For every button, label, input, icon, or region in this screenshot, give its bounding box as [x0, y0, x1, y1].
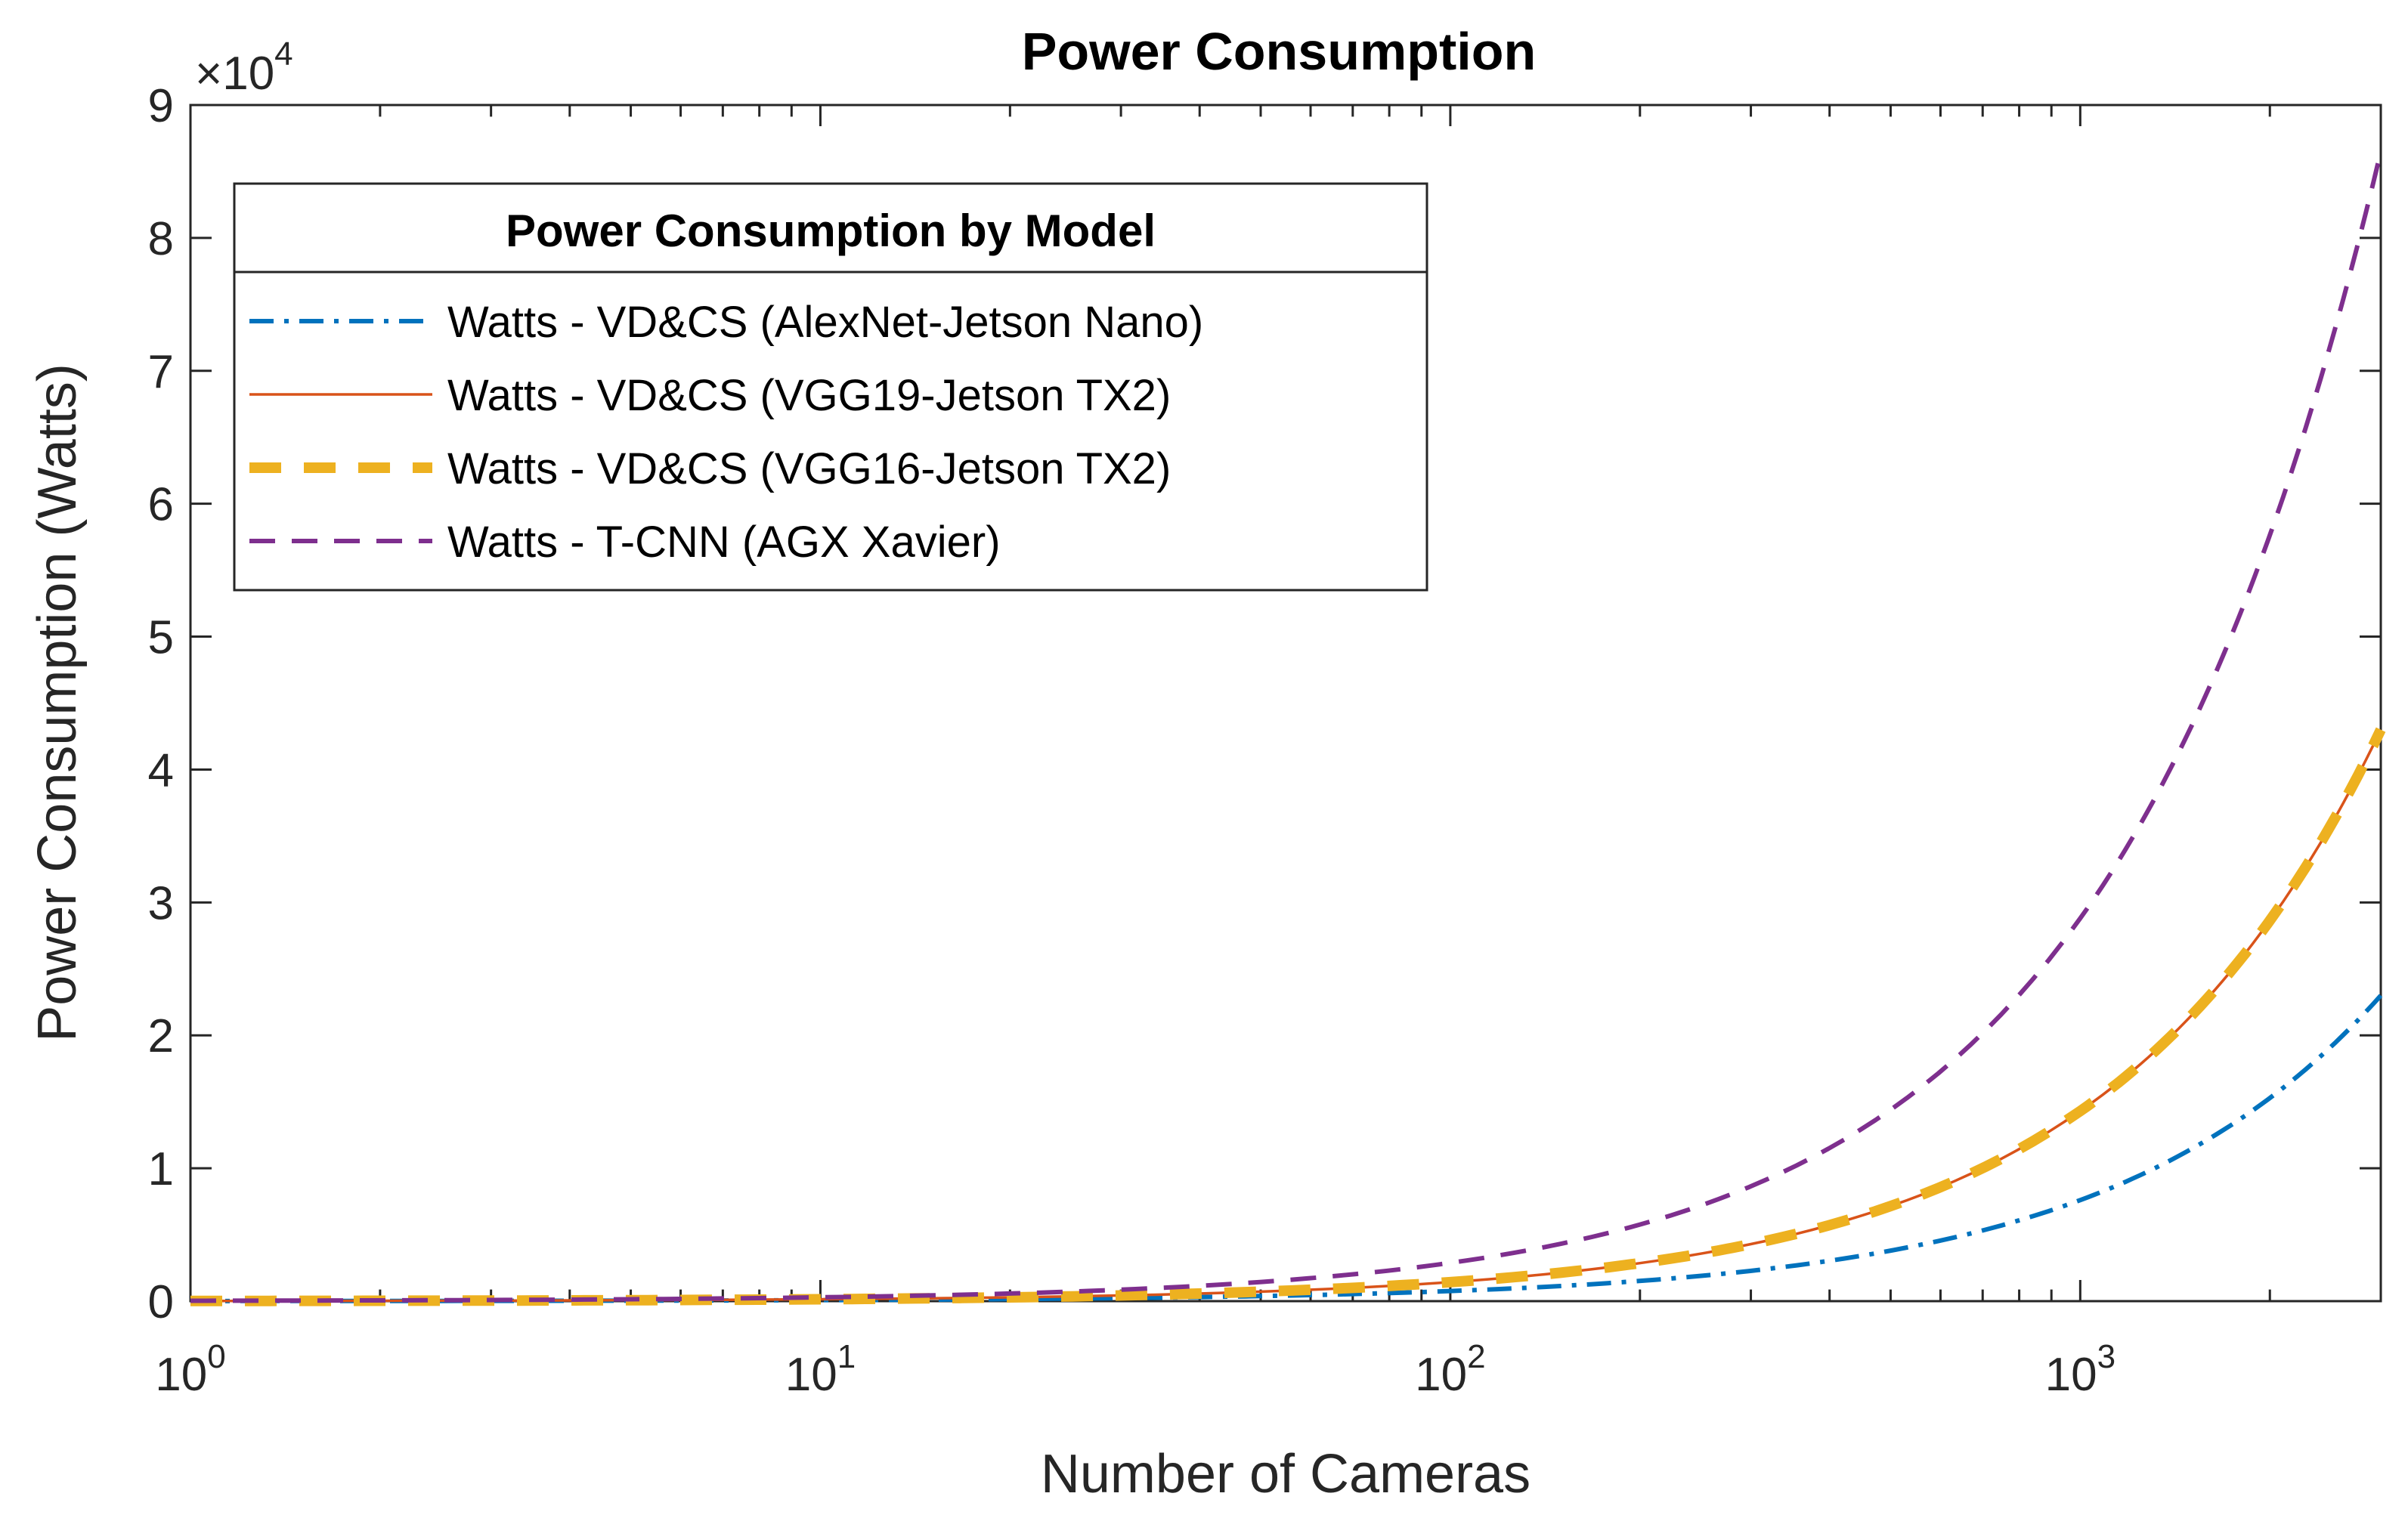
x-tick-label: 101 [785, 1338, 856, 1401]
x-tick-exponent: 1 [837, 1338, 856, 1375]
y-multiplier-exponent: 4 [274, 36, 292, 73]
y-tick-labels: 0 1 2 3 4 5 6 7 8 9 [148, 80, 174, 1328]
y-tick-label: 5 [148, 612, 174, 664]
y-tick-label: 6 [148, 479, 174, 531]
x-tick-base: 10 [785, 1349, 837, 1401]
y-tick-label: 0 [148, 1276, 174, 1328]
y-tick-label: 2 [148, 1010, 174, 1062]
x-tick-labels: 100 101 102 103 [155, 1338, 2116, 1401]
legend-entries: Watts - VD&CS (AlexNet-Jetson Nano) Watts… [249, 298, 1203, 567]
legend-title: Power Consumption by Model [506, 206, 1156, 256]
y-tick-label: 7 [148, 346, 174, 398]
x-tick-label: 100 [155, 1338, 225, 1401]
legend-box [233, 182, 1428, 592]
y-tick-label: 1 [148, 1143, 174, 1195]
series-layer [190, 150, 2386, 1306]
x-tick-base: 10 [2045, 1349, 2097, 1401]
legend: Power Consumption by Model Watts - VD&CS… [233, 182, 1428, 592]
chart-title: Power Consumption [1022, 22, 1537, 81]
y-tick-label: 8 [148, 213, 174, 265]
x-axis-label: Number of Cameras [1041, 1444, 1531, 1504]
y-multiplier-base: ×10 [195, 48, 274, 100]
x-tick-exponent: 0 [207, 1338, 225, 1375]
x-tick-label: 103 [2045, 1338, 2116, 1401]
legend-label-3: Watts - VD&CS (VGG16-Jetson TX2) [447, 444, 1171, 493]
legend-label-2: Watts - VD&CS (VGG19-Jetson TX2) [447, 371, 1171, 420]
legend-label-4: Watts - T-CNN (AGX Xavier) [447, 518, 1001, 567]
y-axis-multiplier: ×104 [195, 36, 293, 100]
y-tick-label: 9 [148, 80, 174, 132]
y-tick-label: 3 [148, 877, 174, 929]
legend-label-1: Watts - VD&CS (AlexNet-Jetson Nano) [447, 298, 1203, 347]
series-line-3 [190, 727, 2386, 1306]
x-tick-exponent: 3 [2097, 1338, 2116, 1375]
x-tick-base: 10 [1415, 1349, 1467, 1401]
x-tick-exponent: 2 [1467, 1338, 1485, 1375]
x-tick-base: 10 [155, 1349, 207, 1401]
y-axis-label: Power Consumption (Watts) [27, 363, 88, 1042]
y-tick-label: 4 [148, 744, 174, 796]
x-tick-label: 102 [1415, 1338, 1485, 1401]
